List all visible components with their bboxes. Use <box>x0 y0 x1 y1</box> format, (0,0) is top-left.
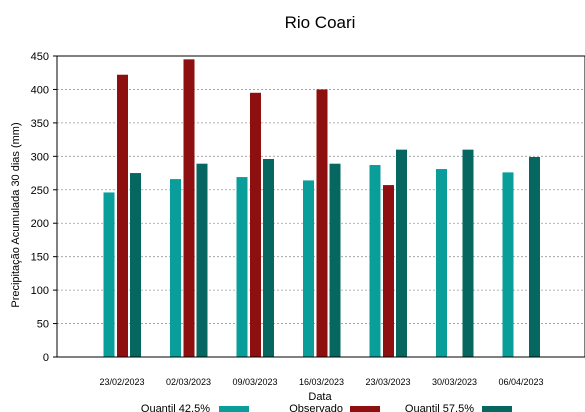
x-tick-label: 06/04/2023 <box>498 377 543 387</box>
y-axis-ticks: 0 50 100 150 200 250 300 350 400 450 <box>31 51 57 364</box>
bar <box>103 192 115 357</box>
bar <box>303 180 314 357</box>
legend-label: Quantil 42.5% <box>141 403 210 412</box>
legend: Quantil 42.5% Observado Quantil 57.5% <box>141 403 512 412</box>
y-tick-label: 450 <box>31 51 49 63</box>
bar <box>117 74 128 358</box>
x-axis-label: Data <box>308 391 332 403</box>
legend-label: Quantil 57.5% <box>405 403 474 412</box>
y-tick-label: 350 <box>31 118 49 130</box>
bar <box>170 179 181 357</box>
legend-swatch <box>482 406 512 412</box>
bar <box>462 149 474 357</box>
legend-label: Observado <box>289 403 343 412</box>
bar <box>436 169 447 357</box>
x-tick-label: 02/03/2023 <box>166 377 211 387</box>
bar <box>183 59 195 357</box>
y-tick-label: 250 <box>31 185 49 197</box>
bar <box>529 157 540 357</box>
bar <box>196 163 208 357</box>
bar <box>369 165 381 357</box>
y-tick-label: 300 <box>31 151 49 163</box>
y-tick-label: 100 <box>31 285 49 297</box>
bar <box>383 185 394 357</box>
x-tick-label: 30/03/2023 <box>432 377 477 387</box>
x-tick-label: 23/03/2023 <box>365 377 410 387</box>
bar <box>502 172 514 357</box>
bar <box>329 163 341 357</box>
bar <box>130 173 141 357</box>
bar <box>316 89 328 357</box>
plot-frame <box>56 55 585 358</box>
y-tick-label: 200 <box>31 218 49 230</box>
bar <box>236 177 248 357</box>
y-tick-label: 0 <box>43 352 49 364</box>
y-tick-label: 50 <box>37 319 49 331</box>
x-axis-ticks: 23/02/2023 02/03/2023 09/03/2023 16/03/2023… <box>99 377 543 387</box>
legend-swatch <box>350 406 380 412</box>
y-tick-label: 400 <box>31 84 49 96</box>
y-axis-label: Precipitação Acumulada 30 dias (mm) <box>10 122 22 307</box>
legend-swatch <box>219 406 249 412</box>
chart-title: Rio Coari <box>285 13 356 32</box>
bar <box>396 149 407 357</box>
bars <box>103 59 540 358</box>
x-tick-label: 23/02/2023 <box>99 377 144 387</box>
x-tick-label: 16/03/2023 <box>299 377 344 387</box>
bar <box>263 159 274 357</box>
bar <box>250 92 261 358</box>
x-tick-label: 09/03/2023 <box>232 377 277 387</box>
y-tick-label: 150 <box>31 252 49 264</box>
